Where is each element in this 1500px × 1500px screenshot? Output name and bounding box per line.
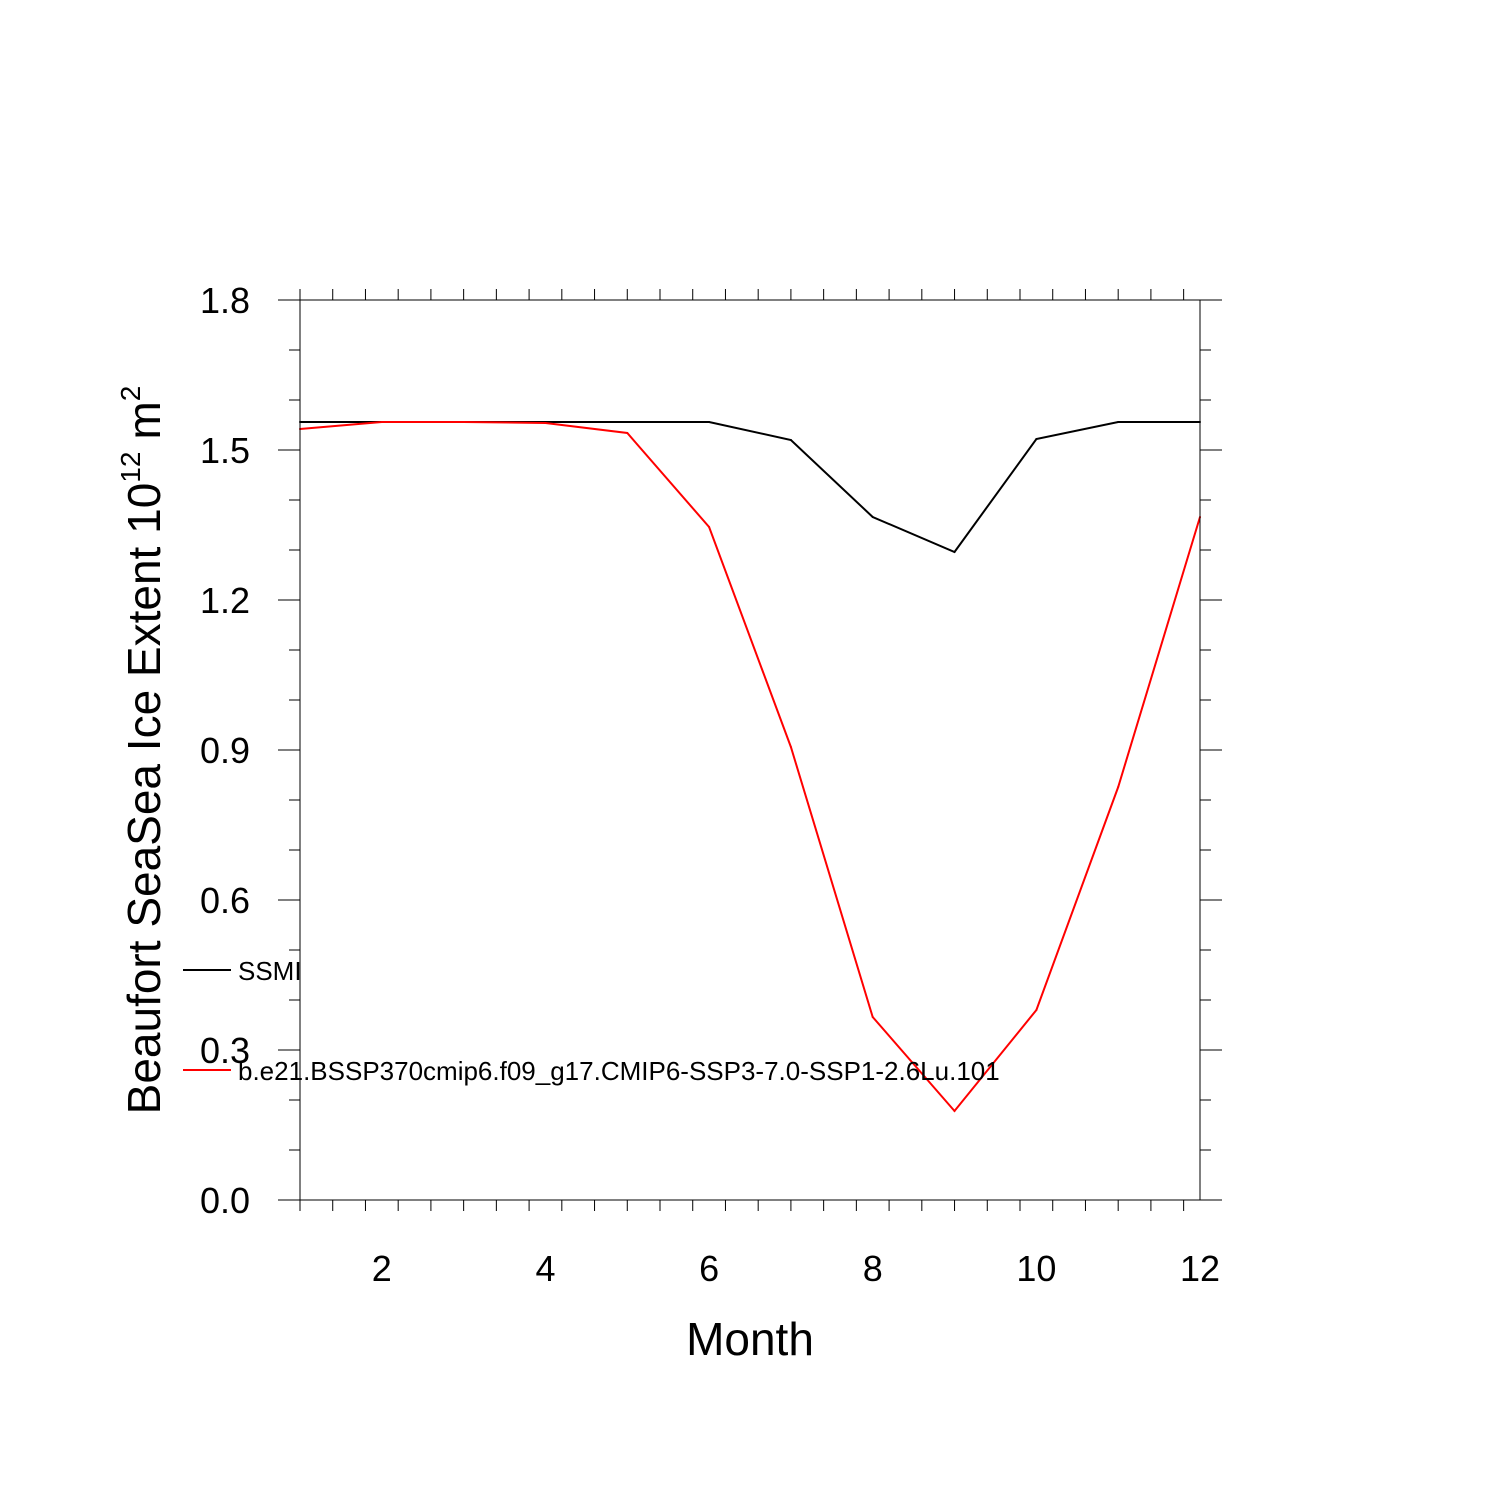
y-tick-label: 1.2 xyxy=(200,580,250,621)
y-tick-label: 0.3 xyxy=(200,1030,250,1071)
series-1-point xyxy=(1117,786,1120,788)
series-0-point xyxy=(626,421,629,423)
y-tick-label: 1.5 xyxy=(200,430,250,471)
y-axis-title-unit: m xyxy=(118,401,170,439)
series-1-point xyxy=(1035,1009,1038,1011)
series-0-point xyxy=(708,421,711,423)
x-tick-marks xyxy=(299,289,1185,1211)
series-lines xyxy=(299,421,1201,1113)
series-1-point xyxy=(953,1110,956,1112)
series-0-point xyxy=(1117,421,1120,423)
x-tick-label: 12 xyxy=(1180,1248,1220,1289)
series-0-point xyxy=(789,439,792,441)
y-tick-marks xyxy=(278,299,1222,1201)
series-1-point xyxy=(462,421,465,423)
y-axis-title-exponent: 12 xyxy=(115,452,146,483)
y-axis-title-unit-exponent: 2 xyxy=(115,386,146,402)
series-1-point xyxy=(544,422,547,424)
y-axis-title: Beaufort SeaSea Ice Extent 1012 m2 xyxy=(115,386,170,1115)
series-line-0 xyxy=(300,421,1200,554)
x-axis-title: Month xyxy=(686,1313,814,1365)
series-1-point xyxy=(871,1016,874,1018)
series-1-point xyxy=(789,746,792,748)
series-0-point xyxy=(1035,438,1038,440)
legend-label-model: b.e21.BSSP370cmip6.f09_g17.CMIP6-SSP3-7.… xyxy=(238,1056,1000,1086)
series-line-1 xyxy=(299,421,1201,1113)
x-tick-label: 2 xyxy=(372,1248,392,1289)
series-1-point xyxy=(380,421,383,423)
y-tick-label: 0.0 xyxy=(200,1180,250,1221)
series-0-point xyxy=(871,516,874,518)
x-tick-label: 10 xyxy=(1016,1248,1056,1289)
legend: SSMI b.e21.BSSP370cmip6.f09_g17.CMIP6-SS… xyxy=(183,956,1000,1086)
y-tick-label: 0.6 xyxy=(200,880,250,921)
x-tick-label: 8 xyxy=(863,1248,883,1289)
y-tick-label: 1.8 xyxy=(200,280,250,321)
y-tick-labels: 0.0 0.3 0.6 0.9 1.2 1.5 1.8 xyxy=(200,280,250,1221)
x-tick-label: 6 xyxy=(699,1248,719,1289)
x-tick-labels: 2 4 6 8 10 12 xyxy=(372,1248,1220,1289)
legend-label-ssmi: SSMI xyxy=(238,956,302,986)
y-axis-title-main: Beaufort SeaSea Ice Extent 10 xyxy=(118,483,170,1115)
plot-frame xyxy=(299,299,1201,1201)
x-tick-label: 4 xyxy=(535,1248,555,1289)
series-1-point xyxy=(626,432,629,434)
y-tick-label: 0.9 xyxy=(200,730,250,771)
series-0-point xyxy=(953,551,956,553)
series-1-point xyxy=(708,526,711,528)
